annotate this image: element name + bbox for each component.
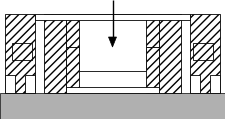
Bar xyxy=(79,14,146,71)
Bar xyxy=(12,43,32,60)
Bar xyxy=(190,75,200,93)
Bar xyxy=(25,75,35,93)
Bar xyxy=(146,47,159,93)
Bar xyxy=(210,75,220,93)
Bar xyxy=(66,47,79,93)
Bar xyxy=(5,14,35,93)
Bar xyxy=(0,93,225,119)
Bar xyxy=(35,14,190,20)
Bar xyxy=(159,14,181,93)
Bar xyxy=(5,75,15,93)
Bar xyxy=(66,87,159,93)
Bar xyxy=(44,14,66,93)
Bar xyxy=(190,14,220,93)
Bar xyxy=(193,43,213,60)
Polygon shape xyxy=(108,37,117,47)
Bar xyxy=(66,14,159,47)
